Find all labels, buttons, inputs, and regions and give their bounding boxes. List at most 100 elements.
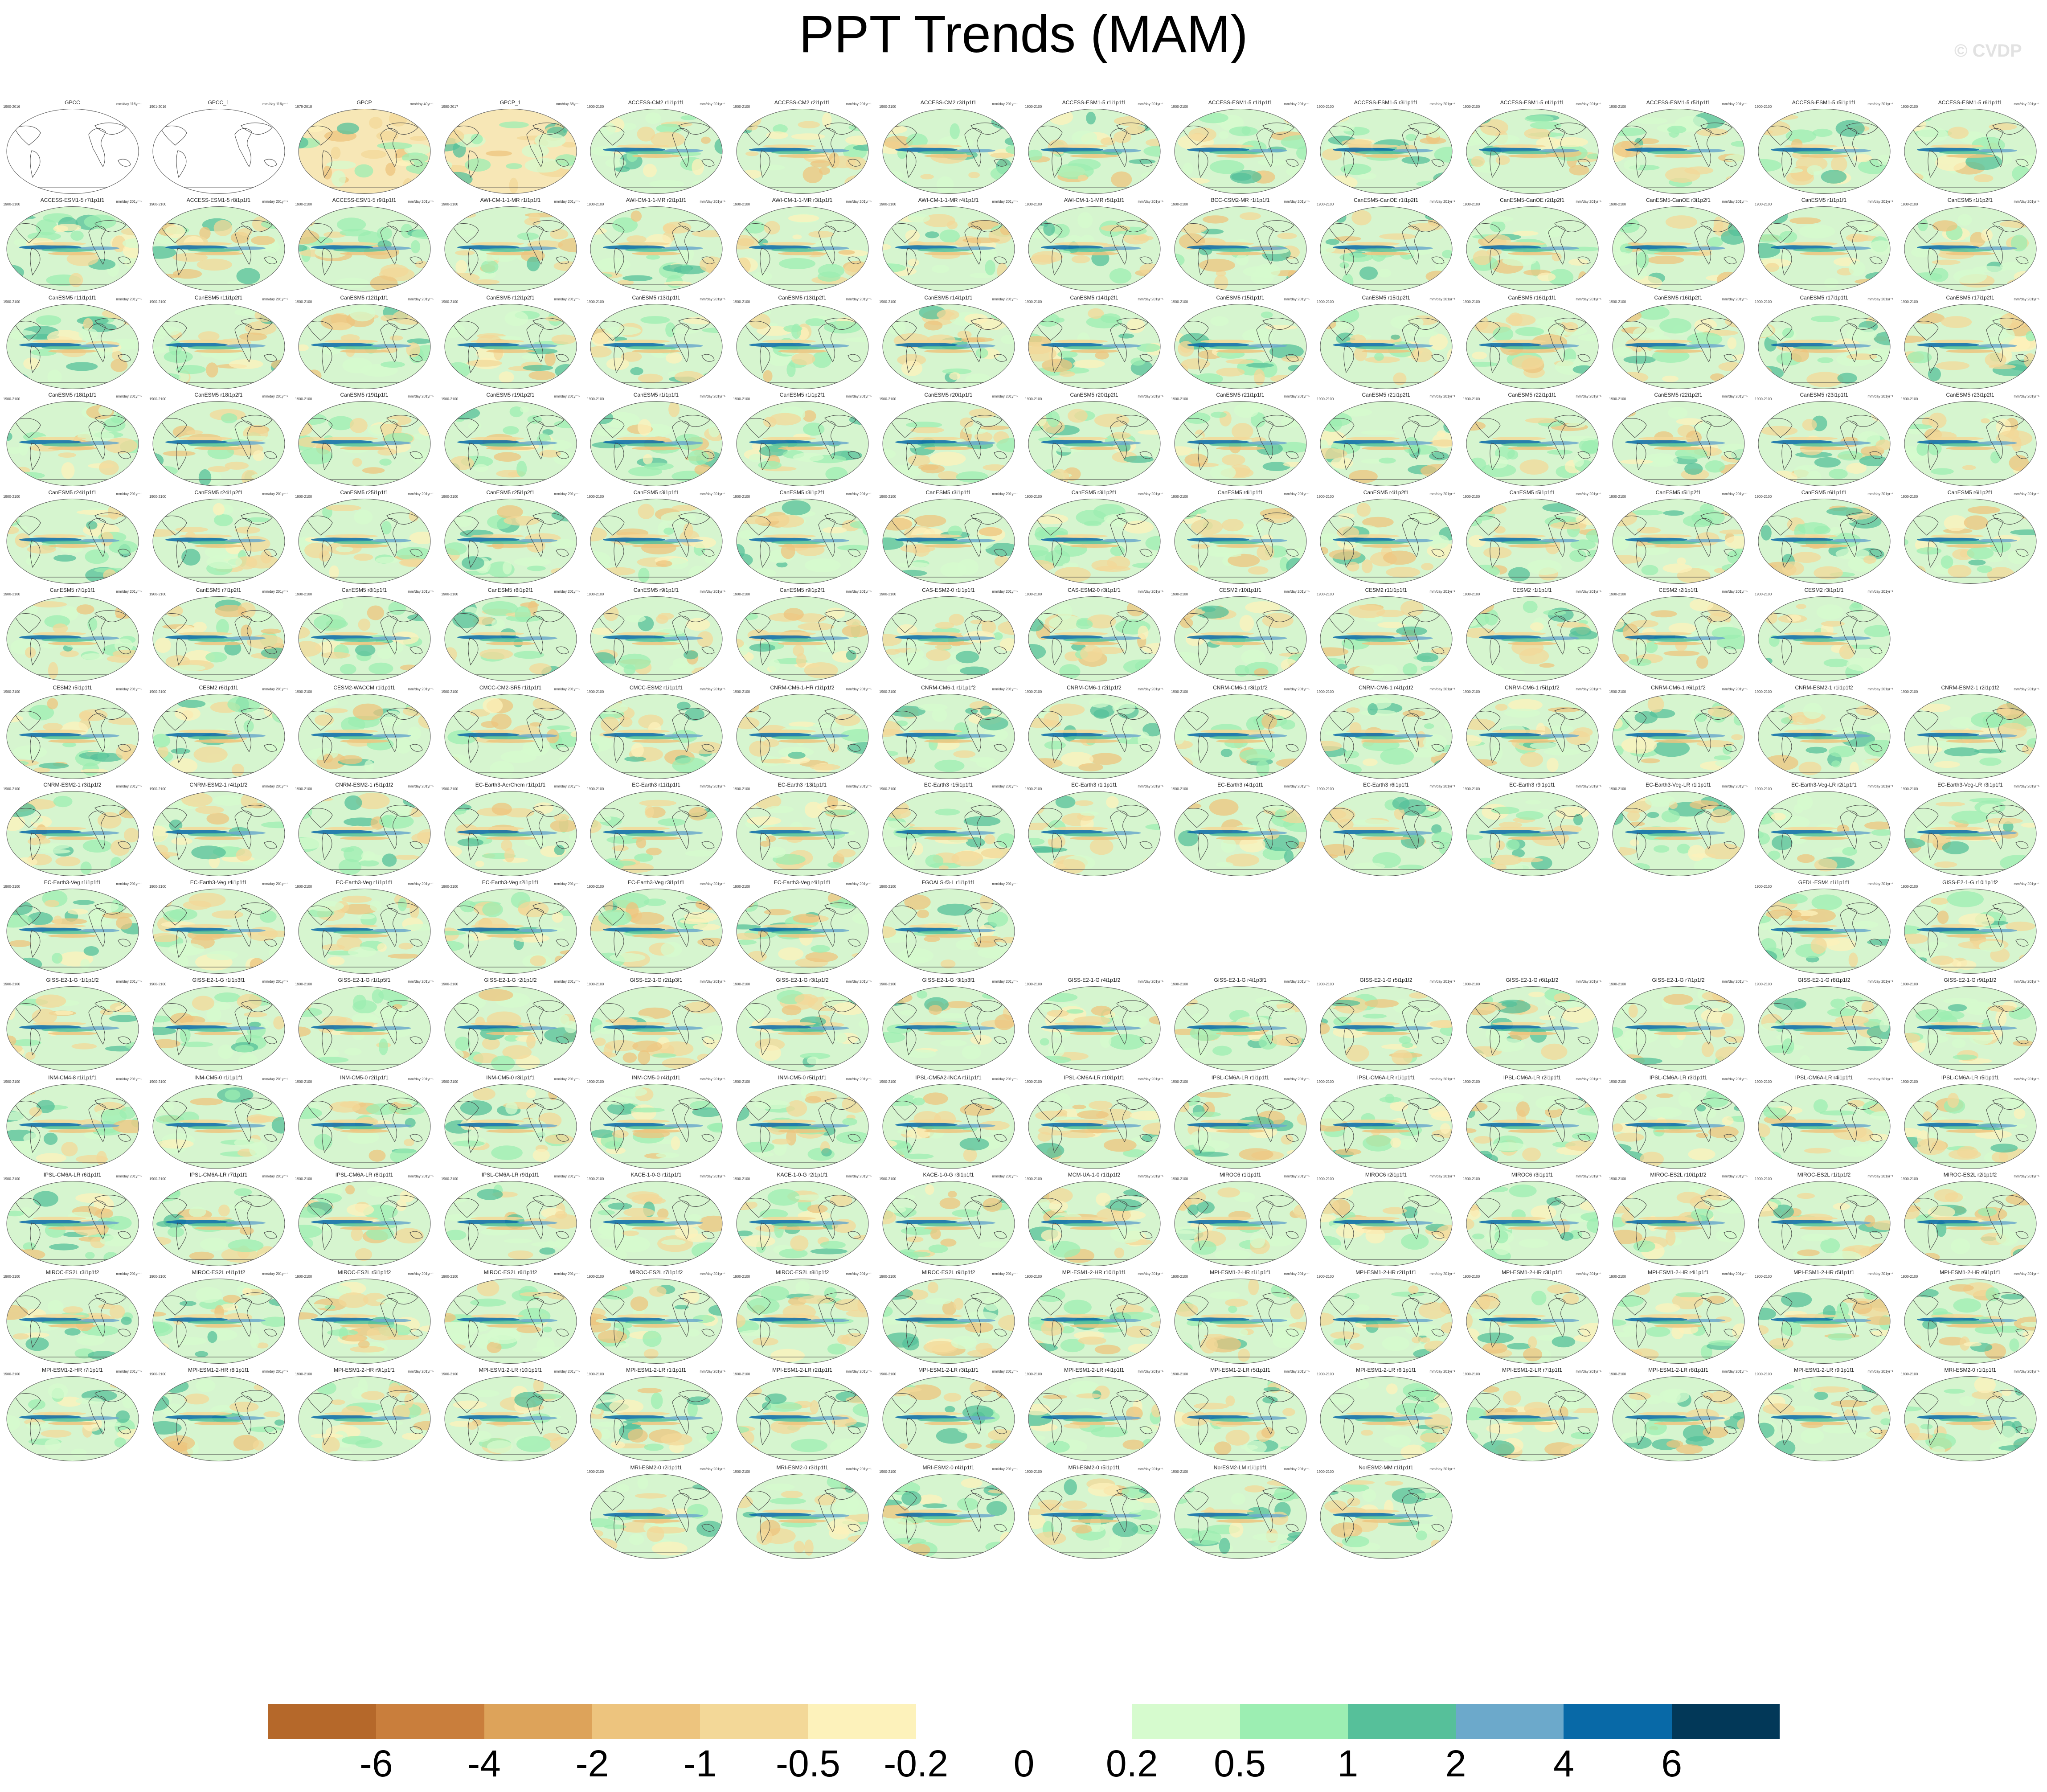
precip-trend-map [882,206,1015,291]
map-panel: MRI-ESM2-0 r3i1p1f1 1900-2100 mm/day 201yr… [732,1464,872,1562]
precip-trend-map [444,499,577,584]
map-outline [298,109,431,194]
map-panel: INM-CM5-0 r3i1p1f1 1900-2100 mm/day 201yr⁻… [440,1074,581,1172]
colorbar-tick-label: -1 [683,1743,717,1784]
panel-title: CanESM5 r24i1p2f1 [194,489,243,496]
panel-units: mm/day 201yr⁻¹ [2014,1174,2039,1178]
map-outline [1612,206,1745,291]
map-outline [1174,694,1307,779]
panel-years: 1900-2100 [1609,202,1626,206]
map-panel: CanESM5 r3i1p2f1 1900-2100 mm/day 201yr⁻¹ [1024,489,1164,587]
panel-title: AWI-CM-1-1-MR r2i1p1f1 [626,197,687,203]
panel-units: mm/day 201yr⁻¹ [700,882,725,886]
map-outline [1028,694,1161,779]
panel-title: IPSL-CM6A-LR r1i1p1f1 [1357,1074,1415,1081]
precip-trend-map [298,986,431,1071]
map-panel: MRI-ESM2-0 r4i1p1f1 1900-2100 mm/day 201yr… [878,1464,1019,1562]
precip-trend-map [590,694,723,779]
panel-years: 1900-2100 [587,1275,604,1279]
precip-trend-map [152,596,285,681]
coastline [890,805,1007,870]
precip-trend-map [152,791,285,876]
precip-trend-map [444,1084,577,1169]
coastline [1036,708,1153,773]
panel-years: 1900-2100 [441,300,459,304]
panel-years: 1900-2100 [1609,495,1626,499]
panel-years: 1900-2100 [3,202,20,206]
map-outline [6,206,139,291]
panel-title: EC-Earth3 r4i1p1f1 [1217,782,1263,788]
map-panel: CanESM5 r22i1p2f1 1900-2100 mm/day 201yr⁻¹ [1608,391,1748,489]
panel-title: CanESM5 r18i1p2f1 [194,392,243,398]
panel-years: 1980-2017 [441,105,459,109]
precip-trend-map [444,889,577,974]
map-panel: CanESM5 r17i1p2f1 1900-2100 mm/day 201yr⁻¹ [1900,294,2040,392]
map-panel: ACCESS-ESM1-5 r4i1p1f1 1900-2100 mm/day 20… [1462,99,1602,197]
panel-title: CNRM-CM6-1 r3i1p1f2 [1213,685,1268,691]
coastline [1036,1390,1153,1455]
panel-years: 1900-2100 [879,397,897,401]
map-panel: CanESM5 r11i1p2f1 1900-2100 mm/day 201yr⁻¹ [148,294,289,392]
coastline [1474,805,1591,870]
precip-trend-map [1904,1181,2037,1266]
colorbar-tick-label: 4 [1553,1743,1574,1784]
precip-trend-map [298,1376,431,1461]
panel-years: 1900-2100 [1317,1080,1334,1084]
coastline [160,1098,277,1163]
map-outline [6,791,139,876]
coastline [890,708,1007,773]
panel-title: NorESM2-LM r1i1p1f1 [1213,1464,1267,1471]
map-outline [152,109,285,194]
panel-title: CanESM5 r15i1p1f1 [1216,295,1265,301]
map-panel: CanESM5 r21i1p1f1 1900-2100 mm/day 201yr⁻¹ [1170,391,1310,489]
panel-units: mm/day 201yr⁻¹ [1284,1174,1310,1178]
map-panel: AWI-CM-1-1-MR r3i1p1f1 1900-2100 mm/day 20… [732,197,872,295]
coastline [1766,902,1883,968]
coastline [1474,610,1591,675]
panel-title: IPSL-CM6A-LR r2i1p1f1 [1503,1074,1561,1081]
panel-years: 1900-2100 [1025,1372,1042,1376]
panel-units: mm/day 201yr⁻¹ [1284,102,1310,106]
precip-trend-map [6,1181,139,1266]
map-panel: CanESM5 r13i1p1f1 1900-2100 mm/day 201yr⁻¹ [586,294,726,392]
panel-units: mm/day 201yr⁻¹ [846,1467,872,1471]
map-outline [1174,1376,1307,1461]
panel-years: 1900-2100 [3,592,20,596]
map-outline [736,986,869,1071]
panel-units: mm/day 201yr⁻¹ [1576,200,1601,204]
panel-years: 1900-2100 [1463,982,1480,986]
precip-trend-map [1612,401,1745,486]
coastline [14,220,131,285]
panel-title: EC-Earth3-Veg-LR r3i1p1f1 [1937,782,2003,788]
panel-title: CESM2 r1i1p1f1 [1512,587,1552,593]
panel-years: 1900-2016 [3,105,20,109]
panel-years: 1900-2100 [149,1372,167,1376]
panel-years: 1900-2100 [1025,202,1042,206]
map-outline [1758,986,1891,1071]
panel-units: mm/day 201yr⁻¹ [1722,1174,1748,1178]
precip-trend-map [298,206,431,291]
coastline [1474,1195,1591,1260]
panel-years: 1900-2100 [441,1080,459,1084]
panel-units: mm/day 201yr⁻¹ [1138,1272,1163,1276]
coastline [14,1098,131,1163]
map-panel: CanESM5 r22i1p1f1 1900-2100 mm/day 201yr⁻¹ [1462,391,1602,489]
precip-trend-map [6,694,139,779]
map-outline [882,1376,1015,1461]
coastline [1182,1000,1299,1065]
panel-units: mm/day 201yr⁻¹ [554,1077,580,1081]
precip-trend-map [590,596,723,681]
map-outline [1174,206,1307,291]
map-panel: CESM2 r11i1p1f1 1900-2100 mm/day 201yr⁻¹ [1316,586,1456,685]
precip-trend-map [1466,1181,1599,1266]
map-panel: CanESM5 r18i1p2f1 1900-2100 mm/day 201yr⁻¹ [148,391,289,489]
map-panel: CESM2-WACCM r1i1p1f1 1900-2100 mm/day 201y… [294,684,434,782]
precip-trend-map [736,1181,869,1266]
panel-title: CanESM5 r8i1p2f1 [487,587,533,593]
panel-units: mm/day 201yr⁻¹ [1722,200,1748,204]
map-panel: ACCESS-ESM1-5 r8i1p1f1 1900-2100 mm/day 20… [148,197,289,295]
coastline [14,123,131,188]
panel-years: 1900-2100 [1609,982,1626,986]
coastline [1620,318,1737,383]
panel-title: GPCP_1 [499,99,521,106]
